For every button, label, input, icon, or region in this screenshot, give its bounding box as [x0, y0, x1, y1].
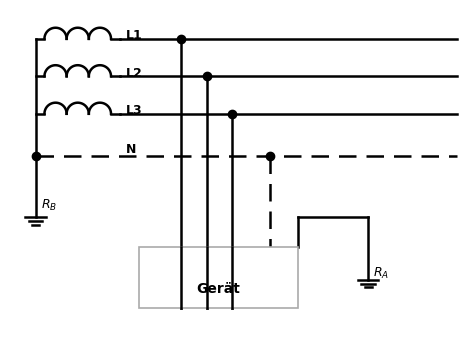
Text: $R_B$: $R_B$	[41, 198, 57, 213]
Text: Gerät: Gerät	[196, 282, 240, 296]
Text: L2: L2	[126, 67, 143, 80]
Text: L3: L3	[126, 104, 143, 117]
Text: N: N	[126, 143, 137, 156]
FancyBboxPatch shape	[138, 247, 298, 308]
Text: L1: L1	[126, 29, 143, 42]
Text: $R_A$: $R_A$	[373, 266, 389, 280]
